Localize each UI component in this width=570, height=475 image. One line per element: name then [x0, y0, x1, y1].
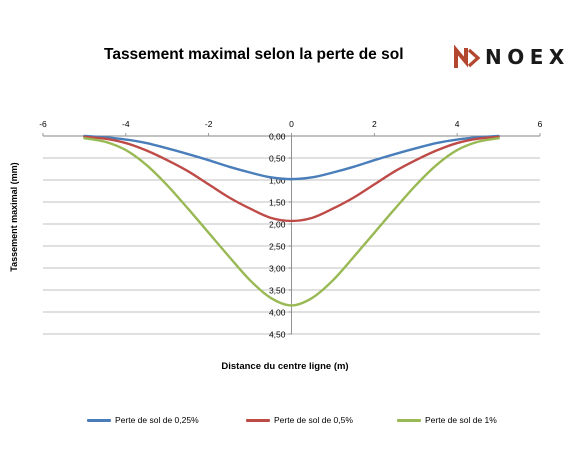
legend-label: Perte de sol de 1%	[425, 415, 497, 425]
noex-logo: NOEX	[452, 44, 568, 70]
y-tick-label: 1,50	[269, 198, 286, 208]
series-line-2	[83, 137, 500, 307]
x-tick-label: -6	[39, 119, 47, 129]
x-tick-label: -4	[122, 119, 130, 129]
series-line-1	[83, 135, 500, 223]
y-tick-label: 3,00	[269, 264, 286, 274]
series-line-0	[83, 134, 500, 181]
legend-item-0-25: Perte de sol de 0,25%	[87, 415, 199, 425]
x-tick-label: -2	[205, 119, 213, 129]
chart-title: Tassement maximal selon la perte de sol	[104, 46, 404, 63]
y-tick-label: 2,00	[269, 220, 286, 230]
y-axis-label: Tassement maximal (mm)	[9, 162, 19, 272]
logo-text: NOEX	[485, 45, 570, 69]
y-tick-label: 2,50	[269, 242, 286, 252]
y-tick-label: 4,00	[269, 308, 286, 318]
legend-swatch	[246, 418, 270, 422]
x-tick-label: 0	[289, 119, 294, 129]
legend-swatch	[87, 418, 111, 422]
x-tick-label: 6	[538, 119, 543, 129]
y-tick-label: 3,50	[269, 286, 286, 296]
y-tick-label: 0,50	[269, 154, 286, 164]
x-tick-label: 4	[455, 119, 460, 129]
y-tick-label: 0,00	[269, 132, 286, 142]
legend-swatch	[397, 418, 421, 422]
axes	[42, 133, 541, 335]
x-tick-label: 2	[372, 119, 377, 129]
legend-label: Perte de sol de 0,25%	[115, 415, 199, 425]
x-axis-label: Distance du centre ligne (m)	[221, 361, 349, 372]
legend-item-0-5: Perte de sol de 0,5%	[246, 415, 353, 425]
legend: Perte de sol de 0,25% Perte de sol de 0,…	[0, 415, 570, 429]
legend-label: Perte de sol de 0,5%	[274, 415, 353, 425]
tick-labels: 0,00 0,50 1,00 1,50 2,00 2,50 3,00 3,50 4,00 4,50…	[39, 119, 542, 340]
series-lines	[83, 134, 500, 307]
legend-item-1: Perte de sol de 1%	[397, 415, 497, 425]
y-tick-label: 1,00	[269, 176, 286, 186]
noex-mark-icon	[454, 44, 481, 68]
y-tick-label: 4,50	[269, 330, 286, 340]
